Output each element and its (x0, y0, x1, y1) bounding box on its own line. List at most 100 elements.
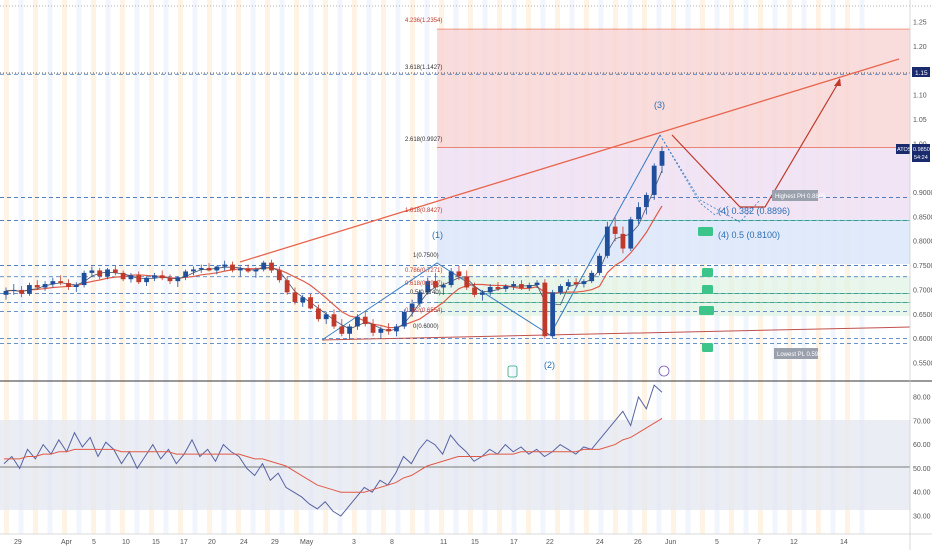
session-stripe (410, 0, 415, 534)
fib-ret-0382: 0.382(0.6554) (405, 308, 442, 314)
candle-body (292, 292, 298, 303)
candle-body (151, 275, 157, 278)
candle-body (534, 282, 540, 286)
candle-body (308, 297, 313, 309)
time-tick-label: Jun (665, 539, 676, 546)
candle-body (643, 194, 649, 208)
highlight-level-tag (912, 67, 930, 77)
signal-tag (702, 343, 713, 352)
session-stripe (308, 0, 314, 534)
candle-body (97, 270, 103, 277)
time-tick-label: 15 (152, 539, 160, 546)
candle-body (89, 270, 95, 273)
session-stripe (627, 0, 633, 534)
candle-body (386, 328, 392, 332)
fib-extension-labels: 4.236(1.2354) 3.618(1.1427) 2.618(0.9927… (405, 18, 442, 214)
candle-body (284, 280, 290, 293)
time-tick-label: 17 (180, 539, 188, 546)
candle-body (315, 308, 321, 320)
candle-body (503, 286, 509, 289)
oscillator-tick-label: 50.00 (913, 466, 931, 473)
candle-body (136, 275, 142, 283)
candle-body (401, 311, 407, 327)
session-stripe (178, 0, 183, 534)
session-stripe (149, 0, 154, 534)
time-tick-label: 8 (390, 539, 394, 546)
candle-body (300, 297, 306, 303)
candle-body (230, 264, 235, 271)
wave-label-4a: (4) 0.382 (0.8896) (718, 206, 790, 216)
signal-tag (699, 306, 714, 315)
session-stripe (279, 0, 285, 534)
time-tick-label: 5 (92, 539, 96, 546)
candle-body (191, 269, 196, 272)
upper-trendline (239, 58, 900, 263)
price-tick-label: 1.10 (913, 93, 927, 100)
session-stripe (497, 0, 502, 534)
candle-body (651, 165, 657, 195)
session-stripe (714, 0, 720, 534)
candle-body (73, 285, 79, 288)
session-stripe (453, 0, 459, 534)
session-stripe (163, 0, 169, 534)
candle-body (159, 275, 165, 279)
session-stripe (584, 0, 589, 534)
session-stripe (76, 0, 82, 534)
candle-body (565, 282, 571, 287)
candle-body (175, 277, 181, 282)
countdown: 54:24 (914, 155, 928, 161)
time-tick-label: 15 (471, 539, 479, 546)
candle-body (128, 275, 134, 280)
candle-body (558, 286, 563, 293)
time-tick-label: May (300, 539, 314, 546)
session-stripe (772, 0, 778, 534)
candle-body (628, 219, 634, 249)
wave-projection-1 (659, 134, 731, 216)
session-stripe (120, 0, 125, 534)
session-stripe (671, 0, 676, 534)
wave-projection-2 (659, 134, 761, 223)
time-axis: 29 Apr 5 10 15 17 20 24 29 May 3 8 11 15 17 22 24 26 Jun 5 7… (14, 539, 848, 546)
candle-body (370, 324, 376, 333)
session-stripe (816, 0, 821, 534)
candle-body (659, 151, 665, 166)
fib-ret-0786: 0.786(0.7271) (405, 268, 442, 274)
oscillator-ma-line (4, 417, 663, 493)
session-stripe (381, 0, 386, 534)
time-tick-label: 29 (14, 539, 22, 546)
fib-ret-0: 0(0.6000) (413, 324, 439, 330)
fib-zone-top (437, 30, 910, 147)
session-stripe (134, 0, 140, 534)
session-stripe (642, 0, 647, 534)
session-stripe (526, 0, 531, 534)
candle-body (237, 268, 243, 271)
oscillator-tick-label: 60.00 (913, 442, 931, 449)
candle-body (144, 277, 149, 283)
level-lines (0, 5, 932, 344)
fib-ret-0618: 0.618(0.6927) (405, 281, 442, 287)
candle-body (27, 285, 32, 294)
fib-ext-1618: 1.618(0.8427) (405, 208, 442, 214)
session-stripe (366, 0, 372, 534)
price-tick-label: 0.5500 (913, 361, 932, 368)
candle-body (573, 282, 579, 285)
candle-body (3, 290, 9, 295)
price-tick-label: 1.20 (913, 44, 927, 51)
candle-body (355, 316, 360, 327)
oscillator-band (0, 420, 910, 510)
highlight-level-label: 1.15 (915, 70, 928, 77)
session-stripe (511, 0, 517, 534)
candle-body (331, 314, 337, 327)
price-tick-label: 0.6000 (913, 336, 932, 343)
session-stripe (294, 0, 299, 534)
time-tick-label: 11 (440, 539, 447, 546)
session-stripe (18, 0, 24, 534)
session-stripe (33, 0, 38, 534)
candle-body (581, 281, 587, 285)
session-stripe (265, 0, 270, 534)
candle-body (214, 266, 220, 271)
